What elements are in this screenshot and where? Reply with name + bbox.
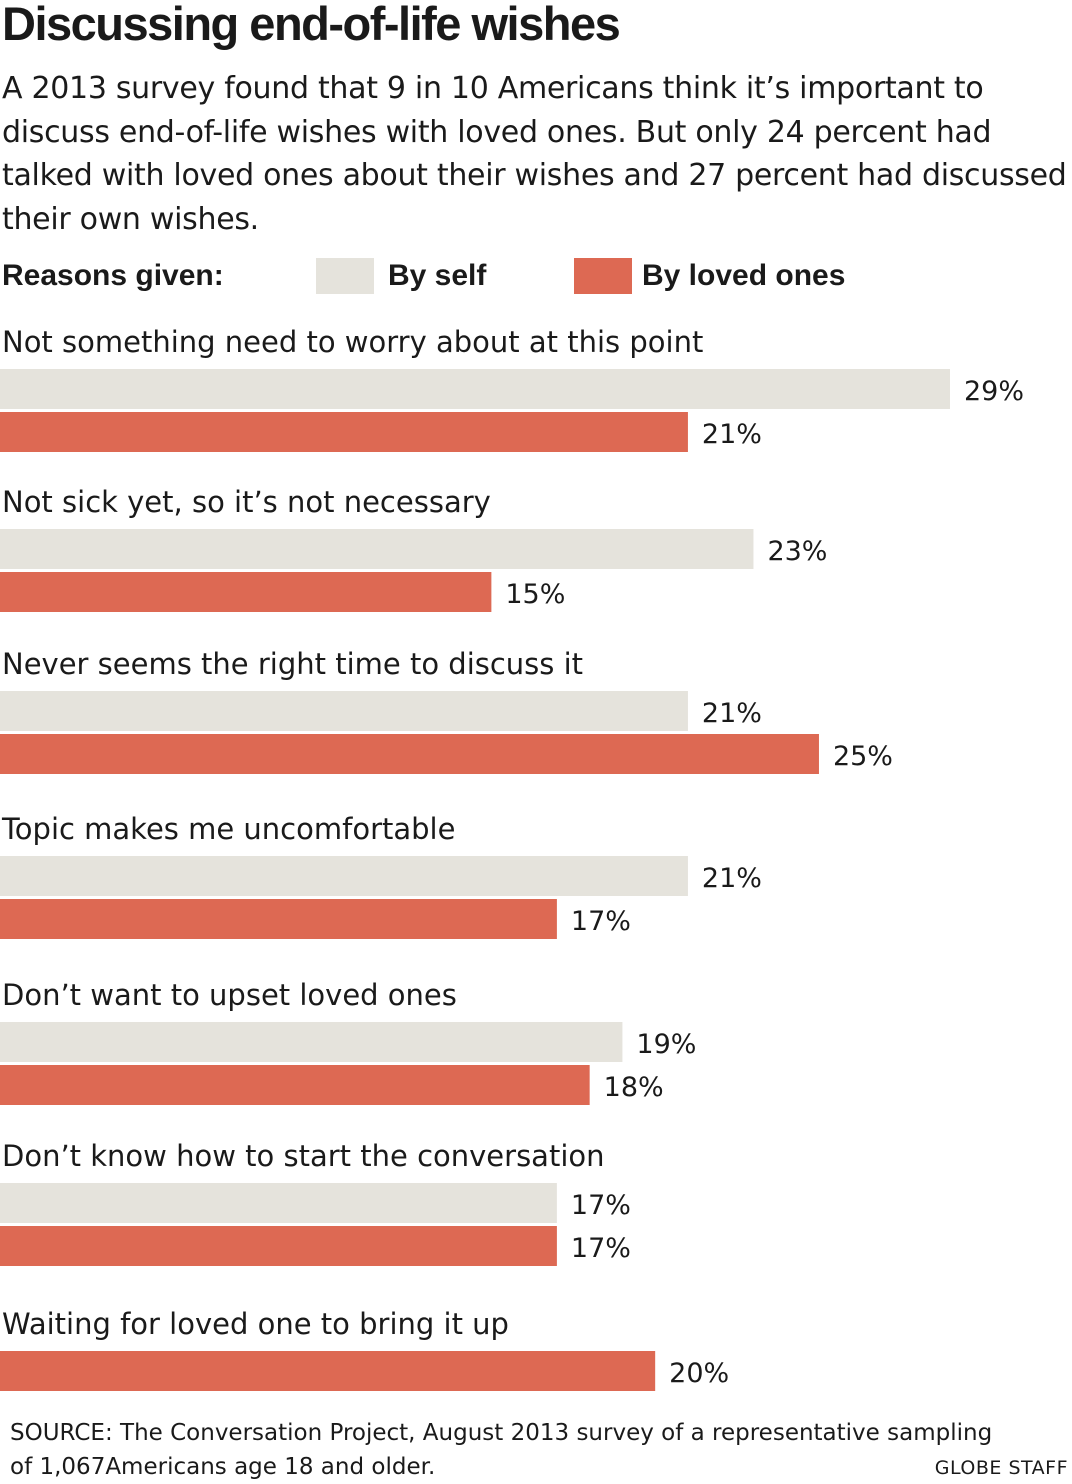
legend-heading: Reasons given:: [2, 259, 224, 292]
bar-by-self: [0, 691, 688, 731]
source-note: SOURCE: The Conversation Project, August…: [10, 1420, 993, 1480]
data-label-by-self: 29%: [964, 376, 1024, 407]
bar-by-self: [0, 369, 950, 409]
category-label: Never seems the right time to discuss it: [2, 647, 583, 681]
bar-by-loved-ones: [0, 1351, 656, 1391]
bar-by-loved-ones: [0, 412, 688, 452]
category-label: Topic makes me uncomfortable: [1, 812, 455, 846]
bar-by-self: [0, 1022, 623, 1062]
data-label-by-loved-ones: 21%: [702, 419, 762, 450]
bar-by-self: [0, 856, 688, 896]
category-label: Waiting for loved one to bring it up: [2, 1307, 509, 1341]
credit-line: GLOBE STAFF: [934, 1457, 1068, 1479]
data-label-by-self: 17%: [571, 1190, 631, 1221]
data-label-by-loved-ones: 17%: [571, 906, 631, 937]
legend-swatch-by-self: [316, 258, 374, 294]
legend: Reasons given: By self By loved ones: [0, 256, 1072, 296]
data-label-by-loved-ones: 18%: [604, 1072, 664, 1103]
chart-subtitle: A 2013 survey found that 9 in 10 America…: [2, 71, 1067, 237]
data-label-by-self: 21%: [702, 863, 762, 894]
bar-by-loved-ones: [0, 572, 492, 612]
bar-by-self: [0, 1183, 557, 1223]
bar-by-loved-ones: [0, 734, 819, 774]
category-label: Not sick yet, so it’s not necessary: [2, 485, 491, 519]
data-label-by-self: 19%: [636, 1029, 696, 1060]
chart-title: Discussing end-of-life wishes: [2, 0, 621, 50]
bar-by-loved-ones: [0, 1226, 557, 1266]
legend-label-by-self: By self: [388, 259, 487, 292]
legend-swatch-by-loved-ones: [574, 258, 632, 294]
category-label: Don’t know how to start the conversation: [2, 1139, 605, 1173]
category-label: Don’t want to upset loved ones: [2, 978, 457, 1012]
legend-label-by-loved-ones: By loved ones: [642, 259, 846, 292]
bar-by-self: [0, 529, 754, 569]
data-label-by-self: 23%: [767, 536, 827, 567]
data-label-by-loved-ones: 20%: [669, 1358, 729, 1389]
bar-by-loved-ones: [0, 899, 557, 939]
data-label-by-loved-ones: 17%: [571, 1233, 631, 1264]
data-label-by-loved-ones: 25%: [833, 741, 893, 772]
data-label-by-loved-ones: 15%: [505, 579, 565, 610]
category-label: Not something need to worry about at thi…: [2, 325, 703, 359]
data-label-by-self: 21%: [702, 698, 762, 729]
bar-by-loved-ones: [0, 1065, 590, 1105]
